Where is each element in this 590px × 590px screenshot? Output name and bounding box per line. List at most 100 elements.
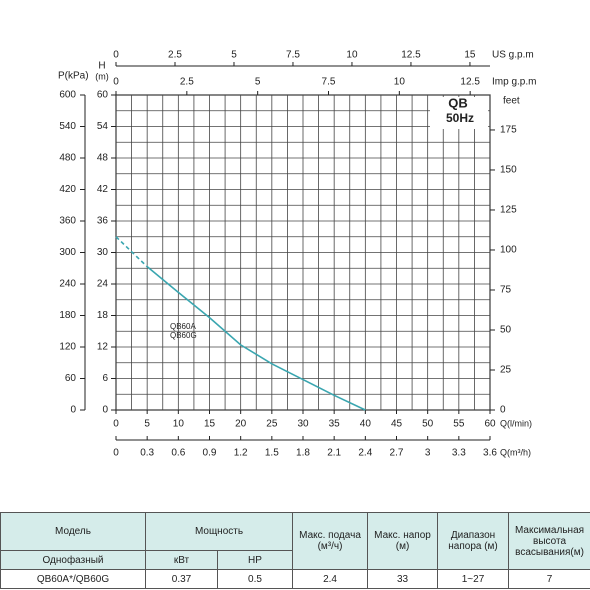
- y3-tick-label: 150: [500, 165, 517, 176]
- x3-tick-label: 15: [464, 50, 476, 61]
- y-tick-label: 18: [97, 310, 109, 321]
- x2-tick-label: 2.1: [327, 448, 341, 459]
- y-tick-label: 36: [97, 216, 109, 227]
- x2-tick-label: 2.4: [358, 448, 372, 459]
- y2-tick-label: 360: [59, 216, 76, 227]
- x4-tick-label: 5: [255, 77, 261, 88]
- y3-tick-label: 50: [500, 325, 512, 336]
- y3-tick-label: 175: [500, 125, 517, 136]
- x4-tick-label: 2.5: [180, 77, 194, 88]
- x3-tick-label: 2.5: [168, 50, 182, 61]
- header-cell: Модель: [0, 512, 146, 551]
- cell: QB60A*/QB60G: [0, 569, 146, 589]
- x2-tick-label: 1.2: [234, 448, 248, 459]
- spec-table: Модель Мощность Макс. подача (м³/ч) Макс…: [0, 512, 590, 589]
- cell: 0.5: [216, 569, 294, 589]
- x-tick-label: 5: [144, 419, 150, 430]
- x2-tick-label: 1.8: [296, 448, 310, 459]
- y2-label: P(kPa): [58, 71, 89, 82]
- y2-tick-label: 0: [70, 405, 76, 416]
- y-tick-label: 24: [97, 279, 109, 290]
- y-tick-label: 60: [97, 90, 109, 101]
- y-tick-label: 48: [97, 153, 109, 164]
- subheader-cell: HP: [216, 550, 294, 570]
- x2-tick-label: 1.5: [265, 448, 279, 459]
- y3-tick-label: 75: [500, 285, 512, 296]
- x-tick-label: 20: [235, 419, 247, 430]
- cell: 0.37: [145, 569, 218, 589]
- title-box: [430, 97, 488, 129]
- y-label: H: [98, 61, 105, 72]
- x-tick-label: 10: [173, 419, 185, 430]
- x3-tick-label: 10: [346, 50, 358, 61]
- x2-label: Q(m³/h): [500, 447, 531, 457]
- x3-tick-label: 7.5: [286, 50, 300, 61]
- subheader-cell: кВт: [145, 550, 218, 570]
- header-cell: Диапазон напора (м): [437, 512, 510, 570]
- y2-tick-label: 480: [59, 153, 76, 164]
- x-tick-label: 50: [422, 419, 434, 430]
- y2-tick-label: 180: [59, 310, 76, 321]
- x-tick-label: 60: [484, 419, 496, 430]
- x-tick-label: 35: [329, 419, 341, 430]
- y2-tick-label: 240: [59, 279, 76, 290]
- chart: QB60A QB60G H (m) P(kPa) feet US g.p.m I…: [58, 50, 536, 459]
- cell: 1~27: [437, 569, 510, 589]
- header-cell: Макс. напор (м): [367, 512, 439, 570]
- cell: 7: [508, 569, 590, 589]
- header-cell: Мощность: [144, 512, 294, 551]
- subheader-cell: Однофазный: [0, 550, 146, 570]
- y2-tick-label: 420: [59, 184, 76, 195]
- x-tick-label: 30: [297, 419, 309, 430]
- y2-tick-label: 120: [59, 342, 76, 353]
- x-label: Q(l/min): [500, 418, 532, 428]
- y-tick-label: 6: [102, 373, 108, 384]
- x2-tick-label: 0.9: [203, 448, 217, 459]
- y-tick-label: 42: [97, 184, 109, 195]
- x2-tick-label: 0.6: [171, 448, 185, 459]
- title: QB: [448, 95, 468, 110]
- x2-tick-label: 3: [425, 448, 431, 459]
- x-tick-label: 15: [204, 419, 216, 430]
- x-tick-label: 0: [113, 419, 119, 430]
- curve: [146, 266, 366, 411]
- y3-label: feet: [503, 96, 520, 107]
- y-tick-label: 12: [97, 342, 109, 353]
- y3-tick-label: 25: [500, 365, 512, 376]
- y2-tick-label: 60: [65, 373, 77, 384]
- annotation: QB60A: [170, 322, 196, 331]
- x4-tick-label: 12.5: [460, 77, 480, 88]
- x3-tick-label: 12.5: [401, 50, 421, 61]
- y-tick-label: 30: [97, 247, 109, 258]
- x2-tick-label: 2.7: [390, 448, 404, 459]
- x-tick-label: 45: [391, 419, 403, 430]
- y3-tick-label: 100: [500, 245, 517, 256]
- curve: [115, 236, 148, 268]
- x3-tick-label: 5: [231, 50, 237, 61]
- x2-tick-label: 0.3: [140, 448, 154, 459]
- annotation: QB60G: [170, 331, 197, 340]
- y2-tick-label: 540: [59, 121, 76, 132]
- x-tick-label: 55: [453, 419, 465, 430]
- header-cell: Макс. подача (м³/ч): [292, 512, 369, 570]
- x-tick-label: 25: [266, 419, 278, 430]
- x2-tick-label: 3.3: [452, 448, 466, 459]
- x-tick-label: 40: [360, 419, 372, 430]
- x4-label: Imp g.p.m: [492, 77, 536, 88]
- y2-tick-label: 300: [59, 247, 76, 258]
- x4-tick-label: 7.5: [322, 77, 336, 88]
- y3-tick-label: 0: [500, 405, 506, 416]
- x4-tick-label: 10: [394, 77, 406, 88]
- y-tick-label: 0: [102, 405, 108, 416]
- cell: 33: [367, 569, 439, 589]
- y-label: (m): [95, 71, 109, 81]
- x4-tick-label: 0: [113, 77, 119, 88]
- y2-tick-label: 600: [59, 90, 76, 101]
- x3-tick-label: 0: [113, 50, 119, 61]
- title: 50Hz: [446, 111, 474, 125]
- header-cell: Максимальная высота всасывания(м): [508, 512, 590, 570]
- x2-tick-label: 3.6: [483, 448, 497, 459]
- cell: 2.4: [292, 569, 369, 589]
- y-tick-label: 54: [97, 121, 109, 132]
